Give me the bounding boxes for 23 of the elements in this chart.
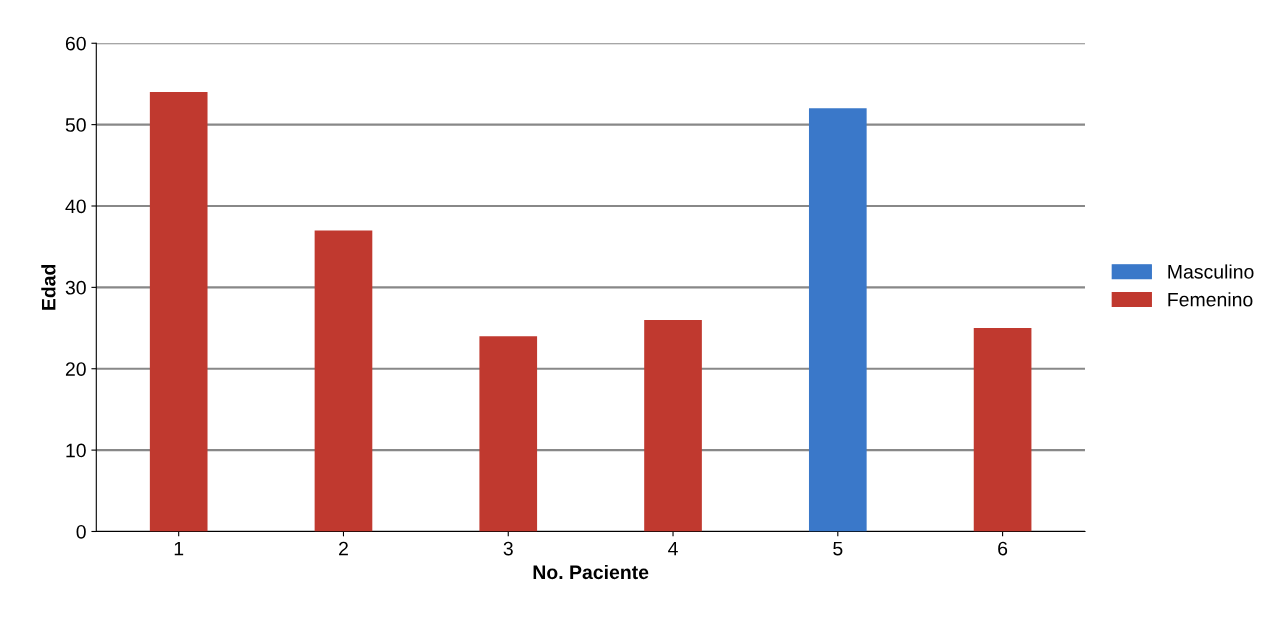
x-tick-label: 2: [339, 541, 348, 556]
y-tick-label: 40: [65, 199, 86, 214]
y-axis-title: Edad: [41, 264, 56, 310]
x-tick-label: 4: [668, 541, 678, 556]
bar: [149, 92, 208, 532]
x-tick-label: 6: [998, 541, 1008, 556]
bar: [314, 230, 373, 532]
y-tick-label: 60: [65, 36, 86, 51]
legend-label: Femenino: [1168, 292, 1253, 307]
x-tick-label: 3: [503, 541, 513, 556]
x-tick-label: 5: [833, 541, 843, 556]
bar: [644, 319, 702, 532]
x-tick-label: 1: [174, 541, 184, 556]
y-tick-label: 20: [65, 362, 86, 376]
y-tick-label: 50: [65, 118, 86, 132]
legend-label: Masculino: [1168, 264, 1254, 279]
x-axis-title: No. Paciente: [533, 564, 649, 580]
bar: [808, 108, 867, 532]
y-tick-label: 0: [76, 524, 86, 539]
bar: [479, 336, 538, 532]
y-tick-label: 10: [66, 443, 86, 458]
y-tick-label: 30: [65, 280, 86, 295]
bar: [973, 328, 1032, 532]
